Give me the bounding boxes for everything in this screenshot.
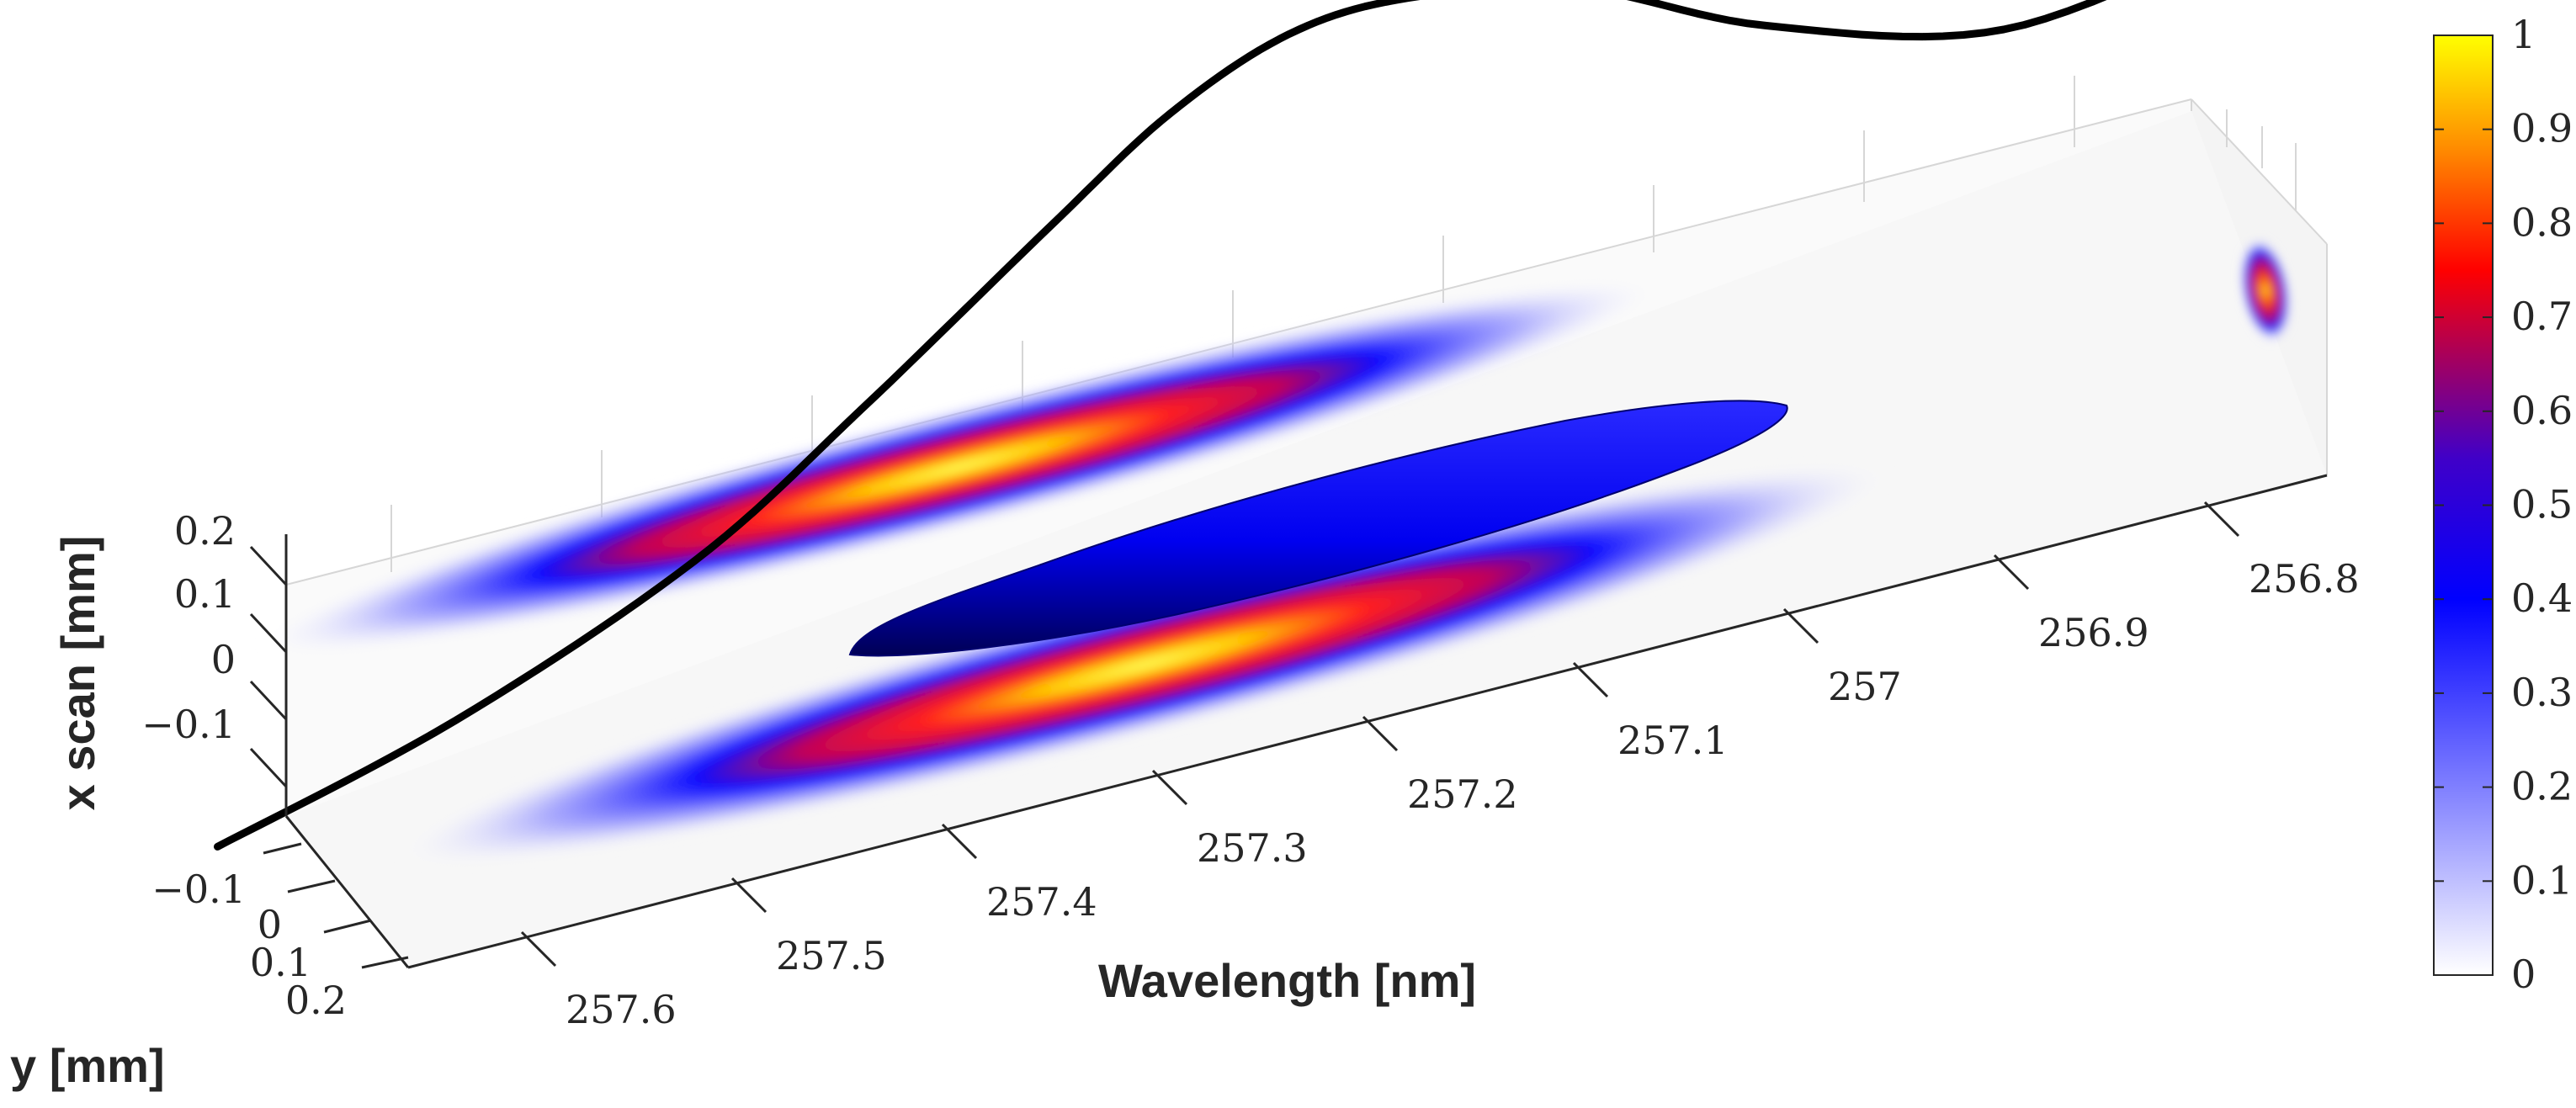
colorbar-tick-label: 0.2 [2511,764,2573,809]
wavelength-tick-label: 257.6 [566,987,677,1032]
y-tick-label: 0 [258,902,282,947]
colorbar-tick-label: 0.5 [2511,482,2573,527]
wavelength-tick-label: 257.1 [1617,718,1729,763]
side-wall-projection [2240,238,2291,342]
y-tick-label: 0.1 [250,940,311,985]
y-tick-label: −0.1 [151,867,246,912]
colorbar-tick-label: 0.3 [2511,670,2573,715]
spectrum-curve [214,0,2107,851]
wavelength-tick-label: 257.5 [776,933,887,978]
wavelength-tick-label: 257 [1828,664,1902,709]
wavelength-tick-label: 257.2 [1407,771,1518,817]
colorbar-tick-label: 0.7 [2511,294,2573,339]
colorbar-tick-label: 0 [2511,952,2536,997]
isosurface [848,400,1788,657]
wavelength-axis: 257.6 257.5 257.4 257.3 257.2 257.1 257 … [520,501,2360,1032]
x-scan-tick-label: 0 [211,637,236,682]
colorbar-tick-label: 0.6 [2511,388,2573,433]
colorbar-tick-label: 0.8 [2511,199,2573,245]
floor-projection [394,462,1895,867]
colorbar-tick-label: 0.4 [2511,575,2573,621]
back-wall-projection [258,278,1661,655]
y-tick-label: 0.2 [285,978,347,1023]
y-axis: −0.1 0 0.1 0.2 y [mm] [10,842,409,1092]
wavelength-tick-label: 256.9 [2038,610,2149,655]
colorbar-tick-label: 0.9 [2511,106,2573,151]
back-wall [286,99,2191,816]
wavelength-axis-title: Wavelength [nm] [1098,954,1476,1007]
colorbar-tick-label: 1 [2511,12,2536,57]
colorbar-tick-label: 0.1 [2511,857,2573,903]
colorbar: 0 0.1 0.2 0.3 0.4 0.5 0.6 0.7 0.8 0.9 1 [2433,12,2573,997]
y-axis-title: y [mm] [10,1039,165,1092]
wavelength-tick-label: 256.8 [2249,556,2360,602]
x-scan-axis-title: x scan [mm] [51,536,104,811]
projections [258,238,2291,867]
wavelength-tick-label: 257.3 [1197,825,1308,871]
x-scan-tick-label: −0.1 [141,702,236,747]
x-scan-axis: 0.2 0.1 0 −0.1 x scan [mm] [51,508,288,811]
colorbar-ticks: 0 0.1 0.2 0.3 0.4 0.5 0.6 0.7 0.8 0.9 1 [2434,12,2573,997]
wavelength-tick-label: 257.4 [986,879,1097,925]
x-scan-tick-label: 0.1 [174,571,236,617]
x-scan-tick-label: 0.2 [174,508,236,554]
